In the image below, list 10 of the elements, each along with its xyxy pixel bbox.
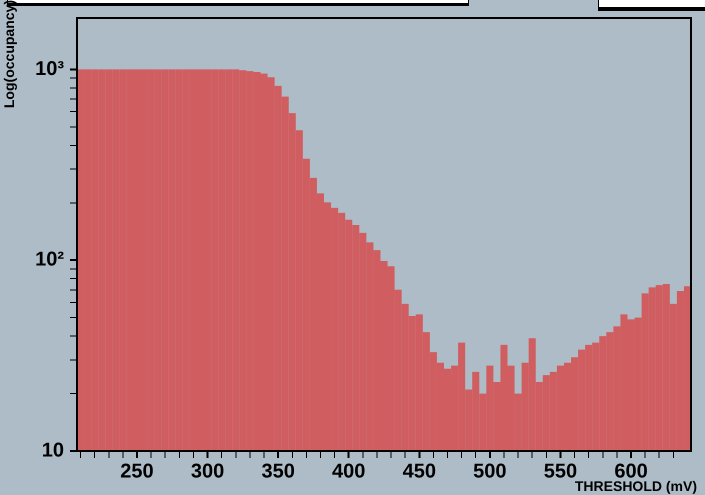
x-tick-label: 500 [473, 460, 507, 483]
x-tick-label: 300 [190, 460, 224, 483]
x-tick-label: 450 [402, 460, 436, 483]
x-axis-title: THRESHOLD (mV) [574, 478, 697, 494]
x-tick-label: 250 [120, 460, 154, 483]
x-tick-label: 400 [332, 460, 366, 483]
y-tick-label: 10² [35, 248, 64, 271]
x-tick-label: 350 [261, 460, 295, 483]
y-tick-label: 10³ [35, 58, 64, 80]
y-tick-label: 10 [42, 440, 64, 462]
